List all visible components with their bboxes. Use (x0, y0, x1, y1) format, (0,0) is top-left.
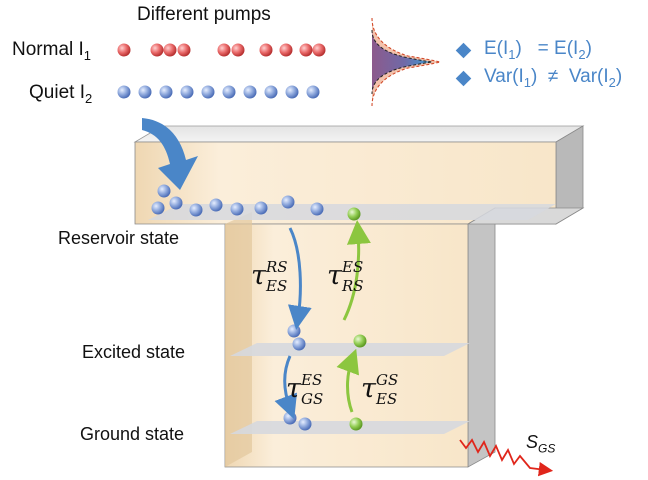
diagram-title: Different pumps (137, 4, 271, 26)
normal-pump-particles (118, 44, 326, 57)
carrier-particle (190, 204, 203, 217)
pump-particle (181, 86, 194, 99)
pump-particle (223, 86, 236, 99)
carrier-particle (255, 202, 268, 215)
carrier-particle (288, 325, 301, 338)
pump-particle (300, 44, 313, 57)
pump-particle (218, 44, 231, 57)
structure-stem-side (468, 208, 495, 467)
ground-state-label: Ground state (80, 424, 184, 445)
reservoir-state-label: Reservoir state (58, 228, 179, 249)
pump-particle (139, 86, 152, 99)
tau-rs-es-label: τ RS ES (251, 260, 266, 291)
carrier-particle (158, 185, 171, 198)
pump-particle (151, 44, 164, 57)
pump-particle (160, 86, 173, 99)
excited-state-label: Excited state (82, 342, 185, 363)
pump-particle (286, 86, 299, 99)
tau-gs-es-label: τ GS ES (361, 373, 376, 404)
carrier-particle (348, 208, 361, 221)
pump-particle (265, 86, 278, 99)
carrier-particle (299, 418, 312, 431)
carrier-particle (293, 338, 306, 351)
carrier-particle (231, 203, 244, 216)
pump-particle (232, 44, 245, 57)
carrier-particle (210, 199, 223, 212)
pump-particle (118, 44, 131, 57)
tau-es-gs-label: τ ES GS (286, 373, 301, 404)
pump-particle (244, 86, 257, 99)
carrier-particle (354, 335, 367, 348)
variance-inequality-statement: Var(I1) ≠ Var(I2) (484, 66, 622, 90)
signal-label: SGS (526, 432, 555, 456)
mean-equality-statement: E(I1) = E(I2) (484, 38, 592, 62)
carrier-particle (311, 203, 324, 216)
carrier-particle (170, 197, 183, 210)
tau-es-rs-label: τ ES RS (327, 260, 342, 291)
pump-particle (202, 86, 215, 99)
pump-particle (260, 44, 273, 57)
quiet-pump-label: Quiet I2 (29, 82, 92, 106)
quiet-pump-particles (118, 86, 320, 99)
carrier-particle (282, 196, 295, 209)
distribution-curve-icon (372, 18, 440, 106)
pump-particle (118, 86, 131, 99)
t-structure (135, 126, 583, 467)
carrier-particle (284, 412, 297, 425)
pump-particle (280, 44, 293, 57)
carrier-particle (152, 202, 165, 215)
pump-particle (313, 44, 326, 57)
carrier-particle (350, 418, 363, 431)
pump-particle (178, 44, 191, 57)
pump-particle (164, 44, 177, 57)
pump-particle (307, 86, 320, 99)
excited-level-plane (230, 343, 470, 356)
normal-pump-label: Normal I1 (12, 39, 91, 63)
structure-top-face (135, 126, 583, 142)
